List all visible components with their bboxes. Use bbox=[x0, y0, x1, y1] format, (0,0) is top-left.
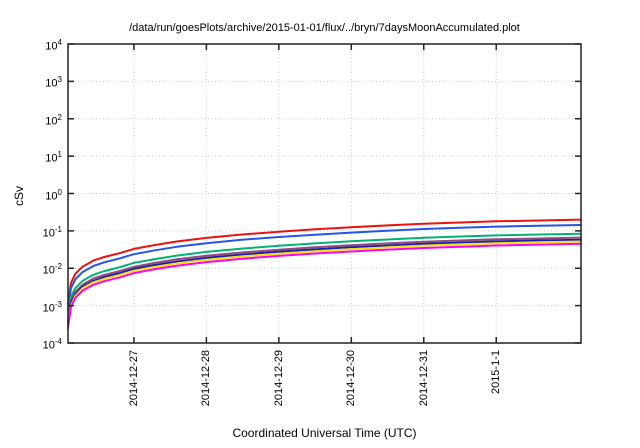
series-line-yellow bbox=[67, 240, 582, 327]
y-tick-label: 102 bbox=[45, 112, 62, 128]
series-line-purple bbox=[67, 236, 582, 324]
series-line-navy bbox=[67, 238, 582, 326]
x-axis-label: Coordinated Universal Time (UTC) bbox=[232, 426, 417, 440]
y-axis-label: cSv bbox=[12, 186, 26, 207]
y-tick-label: 103 bbox=[45, 75, 62, 91]
series-line-magenta bbox=[67, 242, 582, 330]
y-tick-label: 101 bbox=[45, 150, 62, 165]
y-tick-label: 10-4 bbox=[42, 337, 62, 352]
series-line-red bbox=[67, 218, 582, 306]
chart-title: /data/run/goesPlots/archive/2015-01-01/f… bbox=[129, 22, 520, 34]
y-tick-label: 10-1 bbox=[42, 224, 62, 240]
series-line-blue bbox=[67, 224, 582, 311]
y-tick-label: 100 bbox=[45, 187, 62, 203]
series-line-green bbox=[67, 232, 582, 320]
y-tick-label: 10-3 bbox=[42, 299, 62, 315]
y-tick-label: 104 bbox=[45, 38, 62, 53]
y-tick-label: 10-2 bbox=[42, 262, 62, 277]
